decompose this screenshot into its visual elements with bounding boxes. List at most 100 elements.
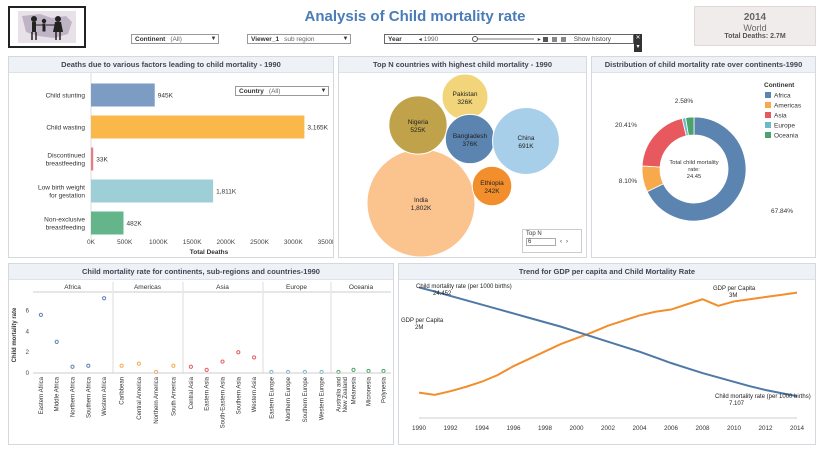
dot — [286, 369, 291, 375]
dot — [102, 296, 107, 301]
chevron-left-icon[interactable]: ‹ — [560, 239, 562, 245]
bubble-nigeria — [388, 95, 448, 155]
donut-chart: 67.84% 8.10% 20.41% 2.58% Total child mortal… — [615, 82, 802, 222]
dot — [336, 369, 341, 375]
dot — [236, 350, 241, 355]
country-filter[interactable]: Country (All) ▼ — [235, 86, 329, 96]
dot-label: South America — [171, 376, 177, 416]
bar-value-3: 1,811K — [216, 189, 237, 196]
year-tick-label: 1990 — [412, 425, 427, 432]
dot — [86, 363, 91, 368]
bar-2 — [91, 147, 94, 171]
family-logo-icon — [18, 11, 76, 43]
year-tick-label: 2002 — [601, 425, 616, 432]
deaths-bar-chart: 945K Child stunting 3,165K Child wasting 33K… — [38, 73, 333, 256]
x-tick-label: 3500K — [318, 239, 333, 246]
slice-label-oceania: 2.58% — [675, 98, 694, 105]
year-tick-label: 2014 — [790, 425, 805, 432]
dot-label: Western Africa — [102, 376, 108, 416]
dot-plot: Child mortality rate 0 2 4 6 Africa Eastern Af… — [12, 282, 391, 428]
bubbles-panel-title: Top N countries with highest child morta… — [339, 57, 586, 73]
y-axis-label: Child mortality rate — [12, 307, 18, 362]
dot-label: Middle Africa — [55, 376, 61, 411]
chevron-down-icon[interactable]: ▼ — [210, 36, 217, 42]
bar-label-2: Discontinued breastfeeding — [46, 153, 86, 168]
bubble-name: Pakistan — [453, 91, 478, 98]
dot-label: Eastern Asia — [205, 376, 211, 410]
bubble-value: 326K — [457, 99, 473, 106]
bar-0 — [91, 83, 155, 107]
year-value: 1990 — [423, 35, 439, 43]
dot — [319, 369, 324, 375]
chevron-down-icon[interactable]: ▼ — [342, 36, 349, 42]
gdp-end-value: 3M — [729, 293, 737, 299]
chevron-right-icon[interactable]: › — [566, 239, 568, 245]
topn-control: Top N 6 ‹ › — [522, 229, 582, 253]
viewer-filter[interactable]: Viewer_1 sub region ▼ — [247, 34, 351, 44]
legend-item-oceania: Oceania — [774, 133, 799, 140]
continent-filter[interactable]: Continent (All) ▼ — [131, 34, 219, 44]
y-tick-label: 0 — [26, 371, 30, 377]
bubble-ethiopia — [471, 165, 513, 207]
kpi-card: 2014 World Total Deaths: 2.7M — [694, 6, 816, 46]
legend-item-asia: Asia — [774, 113, 787, 120]
bar-label-3: Low birth weight for gestation — [38, 185, 85, 200]
bubble-value: 525K — [410, 127, 426, 134]
y-tick-label: 4 — [26, 329, 30, 335]
gdp-line — [418, 291, 798, 396]
chevron-down-icon[interactable]: ▼ — [320, 88, 327, 94]
dot-label: Micronesia — [367, 376, 373, 406]
x-tick-label: 2000K — [216, 239, 235, 246]
close-icon[interactable]: ✕ — [635, 35, 641, 41]
dot — [171, 363, 176, 368]
dot — [366, 368, 371, 374]
show-history-button[interactable]: Show history — [573, 35, 611, 43]
bar-label-0: Child stunting — [46, 93, 86, 100]
year-filter-menu[interactable]: ✕ ▾ — [634, 34, 642, 52]
stop-icon[interactable] — [560, 36, 566, 42]
dot-label: Western Europe — [320, 376, 326, 420]
dot-label: South-Eastern Asia — [221, 376, 227, 428]
next-year-icon[interactable]: ▸ — [537, 36, 541, 43]
group-header: Oceania — [349, 284, 374, 291]
slice-africa — [646, 116, 747, 222]
dots-panel-title: Child mortality rate for continents, sub… — [9, 264, 393, 280]
dot — [381, 368, 386, 374]
bar-1 — [91, 115, 305, 139]
donut-center-text: 24.45 — [687, 174, 702, 180]
year-filter[interactable]: Year ◂ 1990 ▸ Show history — [384, 34, 634, 44]
topn-input[interactable]: 6 — [526, 238, 556, 246]
bar-4 — [91, 211, 124, 235]
donut-panel-title: Distribution of child mortality rate ove… — [592, 57, 815, 73]
donut-panel: Distribution of child mortality rate ove… — [591, 56, 816, 258]
bubble-name: Nigeria — [408, 119, 429, 126]
dot-label: Northern Africa — [71, 376, 77, 417]
dot-label: Polynesia — [382, 376, 388, 403]
bubble-china — [492, 107, 560, 175]
slider-handle[interactable] — [471, 35, 478, 42]
logo — [8, 6, 86, 48]
cm-start-label: Child mortality rate (per 1000 births) — [416, 284, 512, 290]
dot — [70, 364, 75, 369]
x-tick-label: 0K — [87, 239, 96, 246]
bubble-name: Bangladesh — [453, 133, 488, 140]
legend-swatch-oceania — [765, 132, 771, 138]
year-slider[interactable] — [471, 35, 534, 42]
group-header: Europe — [286, 284, 307, 291]
slice-oceania — [685, 116, 695, 136]
play-icon[interactable] — [542, 36, 548, 42]
gdp-start-label: GDP per Capita — [401, 318, 444, 324]
chevron-down-icon[interactable]: ▾ — [636, 44, 640, 50]
slice-label-africa: 67.84% — [771, 208, 793, 215]
legend-item-africa: Africa — [774, 93, 791, 100]
x-tick-label: 3000K — [284, 239, 303, 246]
dot-label: Central Asia — [189, 376, 195, 409]
dot — [220, 359, 225, 364]
pause-icon[interactable] — [551, 36, 557, 42]
year-tick-label: 2008 — [695, 425, 710, 432]
prev-year-icon[interactable]: ◂ — [418, 36, 422, 43]
trend-chart: Child mortality rate (per 1000 births)24… — [401, 284, 811, 432]
topn-label: Top N — [526, 231, 542, 237]
deaths-panel-title: Deaths due to various factors leading to… — [9, 57, 333, 73]
